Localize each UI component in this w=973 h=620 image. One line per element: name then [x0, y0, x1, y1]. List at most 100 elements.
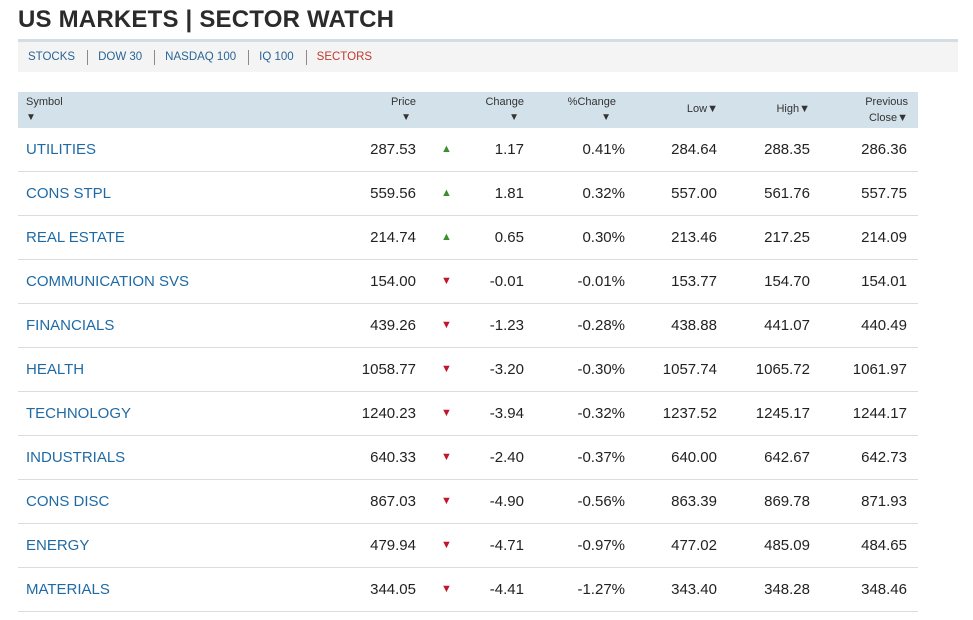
- table-header: Symbol ▼ Price ▼ Change ▼ %Change ▼ Low▼…: [18, 92, 918, 128]
- sector-link[interactable]: COMMUNICATION SVS: [26, 273, 190, 290]
- sort-arrow-icon: ▼: [26, 112, 36, 123]
- cell-price: 640.33: [370, 449, 416, 466]
- cell-high: 288.35: [764, 141, 810, 158]
- cell-price: 344.05: [370, 581, 416, 598]
- cell-high: 1245.17: [755, 405, 810, 422]
- cell-pct-change: -0.30%: [577, 361, 625, 378]
- cell-high: 154.70: [764, 273, 810, 290]
- cell-pct-change: 0.32%: [582, 185, 625, 202]
- sector-link[interactable]: FINANCIALS: [26, 317, 115, 334]
- down-arrow-icon: ▼: [441, 583, 452, 595]
- cell-prev-close: 557.75: [861, 185, 907, 202]
- cell-change: -4.41: [489, 581, 524, 598]
- header-low[interactable]: Low▼: [638, 92, 718, 128]
- cell-high: 1065.72: [755, 361, 810, 378]
- cell-prev-close: 154.01: [861, 273, 907, 290]
- cell-pct-change: 0.41%: [582, 141, 625, 158]
- table-row: HEALTH 1058.77 -3.20 -0.30% 1057.74 1065.72 10…: [18, 348, 918, 392]
- sector-link[interactable]: CONS DISC: [26, 493, 110, 510]
- cell-change: 0.65: [494, 229, 524, 246]
- cell-pct-change: -0.37%: [577, 449, 625, 466]
- table-row: COMMUNICATION SVS 154.00 -0.01 -0.01% 153.77…: [18, 260, 918, 304]
- down-arrow-icon: ▼: [441, 319, 452, 331]
- sort-arrow-icon: ▼: [509, 112, 519, 123]
- tab-iq-100[interactable]: IQ 100: [249, 49, 307, 65]
- cell-pct-change: -1.27%: [577, 581, 625, 598]
- cell-price: 214.74: [370, 229, 416, 246]
- header-symbol-label: Symbol: [26, 96, 63, 108]
- table-row: FINANCIALS 439.26 -1.23 -0.28% 438.88 441.07 4…: [18, 304, 918, 348]
- cell-pct-change: -0.01%: [577, 273, 625, 290]
- cell-low: 1237.52: [662, 405, 717, 422]
- cell-price: 439.26: [370, 317, 416, 334]
- sort-arrow-icon: ▼: [799, 103, 810, 115]
- cell-price: 154.00: [370, 273, 416, 290]
- sort-arrow-icon: ▼: [601, 112, 611, 123]
- sector-link[interactable]: TECHNOLOGY: [26, 405, 132, 422]
- cell-change: -3.94: [489, 405, 524, 422]
- sector-link[interactable]: REAL ESTATE: [26, 229, 125, 246]
- cell-pct-change: -0.97%: [577, 537, 625, 554]
- sector-link[interactable]: MATERIALS: [26, 581, 110, 598]
- cell-price: 1058.77: [361, 361, 416, 378]
- page-title: US MARKETS | SECTOR WATCH: [18, 6, 395, 33]
- sector-link[interactable]: CONS STPL: [26, 185, 112, 202]
- tab-dow-30[interactable]: DOW 30: [88, 49, 156, 65]
- header-price[interactable]: Price ▼: [348, 92, 416, 128]
- cell-low: 863.39: [671, 493, 717, 510]
- header-previous-close[interactable]: Previous Close▼: [828, 92, 908, 128]
- table-row: INDUSTRIALS 640.33 -2.40 -0.37% 640.00 642.67…: [18, 436, 918, 480]
- cell-low: 284.64: [671, 141, 717, 158]
- cell-prev-close: 642.73: [861, 449, 907, 466]
- market-tabs: STOCKS DOW 30 NASDAQ 100 IQ 100 SECTORS: [18, 39, 958, 72]
- cell-low: 557.00: [671, 185, 717, 202]
- table-row: UTILITIES 287.53 1.17 0.41% 284.64 288.35 286.…: [18, 128, 918, 172]
- sort-arrow-icon: ▼: [401, 112, 411, 123]
- down-arrow-icon: ▼: [441, 275, 452, 287]
- down-arrow-icon: ▼: [441, 407, 452, 419]
- cell-high: 348.28: [764, 581, 810, 598]
- table-row: TECHNOLOGY 1240.23 -3.94 -0.32% 1237.52 1245.…: [18, 392, 918, 436]
- tab-stocks[interactable]: STOCKS: [18, 49, 89, 65]
- down-arrow-icon: ▼: [441, 539, 452, 551]
- cell-price: 287.53: [370, 141, 416, 158]
- table-row: ENERGY 479.94 -4.71 -0.97% 477.02 485.09 484.6…: [18, 524, 918, 568]
- header-change-label: Change: [485, 96, 524, 108]
- table-row: CONS STPL 559.56 1.81 0.32% 557.00 561.76 557.…: [18, 172, 918, 216]
- cell-low: 1057.74: [662, 361, 717, 378]
- sector-link[interactable]: HEALTH: [26, 361, 85, 378]
- cell-pct-change: -0.28%: [577, 317, 625, 334]
- sector-link[interactable]: ENERGY: [26, 537, 90, 554]
- cell-change: 1.81: [494, 185, 524, 202]
- header-pct-change[interactable]: %Change ▼: [536, 92, 616, 128]
- table-row: CONS DISC 867.03 -4.90 -0.56% 863.39 869.78 87…: [18, 480, 918, 524]
- cell-pct-change: 0.30%: [582, 229, 625, 246]
- cell-high: 217.25: [764, 229, 810, 246]
- cell-change: -4.71: [489, 537, 524, 554]
- sort-arrow-icon: ▼: [897, 112, 908, 124]
- header-change[interactable]: Change ▼: [456, 92, 524, 128]
- cell-change: -2.40: [489, 449, 524, 466]
- tab-nasdaq-100[interactable]: NASDAQ 100: [155, 49, 250, 65]
- down-arrow-icon: ▼: [441, 495, 452, 507]
- up-arrow-icon: ▲: [441, 231, 452, 243]
- cell-prev-close: 1244.17: [852, 405, 907, 422]
- tab-sectors[interactable]: SECTORS: [316, 50, 373, 63]
- sector-link[interactable]: UTILITIES: [26, 141, 97, 158]
- header-pct-change-label: %Change: [567, 96, 616, 108]
- cell-prev-close: 214.09: [861, 229, 907, 246]
- header-price-label: Price: [390, 96, 416, 108]
- cell-low: 213.46: [671, 229, 717, 246]
- header-previous-close-line1: Previous: [865, 96, 908, 108]
- cell-low: 477.02: [671, 537, 717, 554]
- up-arrow-icon: ▲: [441, 187, 452, 199]
- sector-link[interactable]: INDUSTRIALS: [26, 449, 126, 466]
- cell-pct-change: -0.32%: [577, 405, 625, 422]
- cell-price: 867.03: [370, 493, 416, 510]
- header-high[interactable]: High▼: [730, 92, 810, 128]
- header-symbol[interactable]: Symbol ▼: [26, 92, 106, 128]
- cell-change: -1.23: [489, 317, 524, 334]
- cell-low: 640.00: [671, 449, 717, 466]
- cell-high: 441.07: [764, 317, 810, 334]
